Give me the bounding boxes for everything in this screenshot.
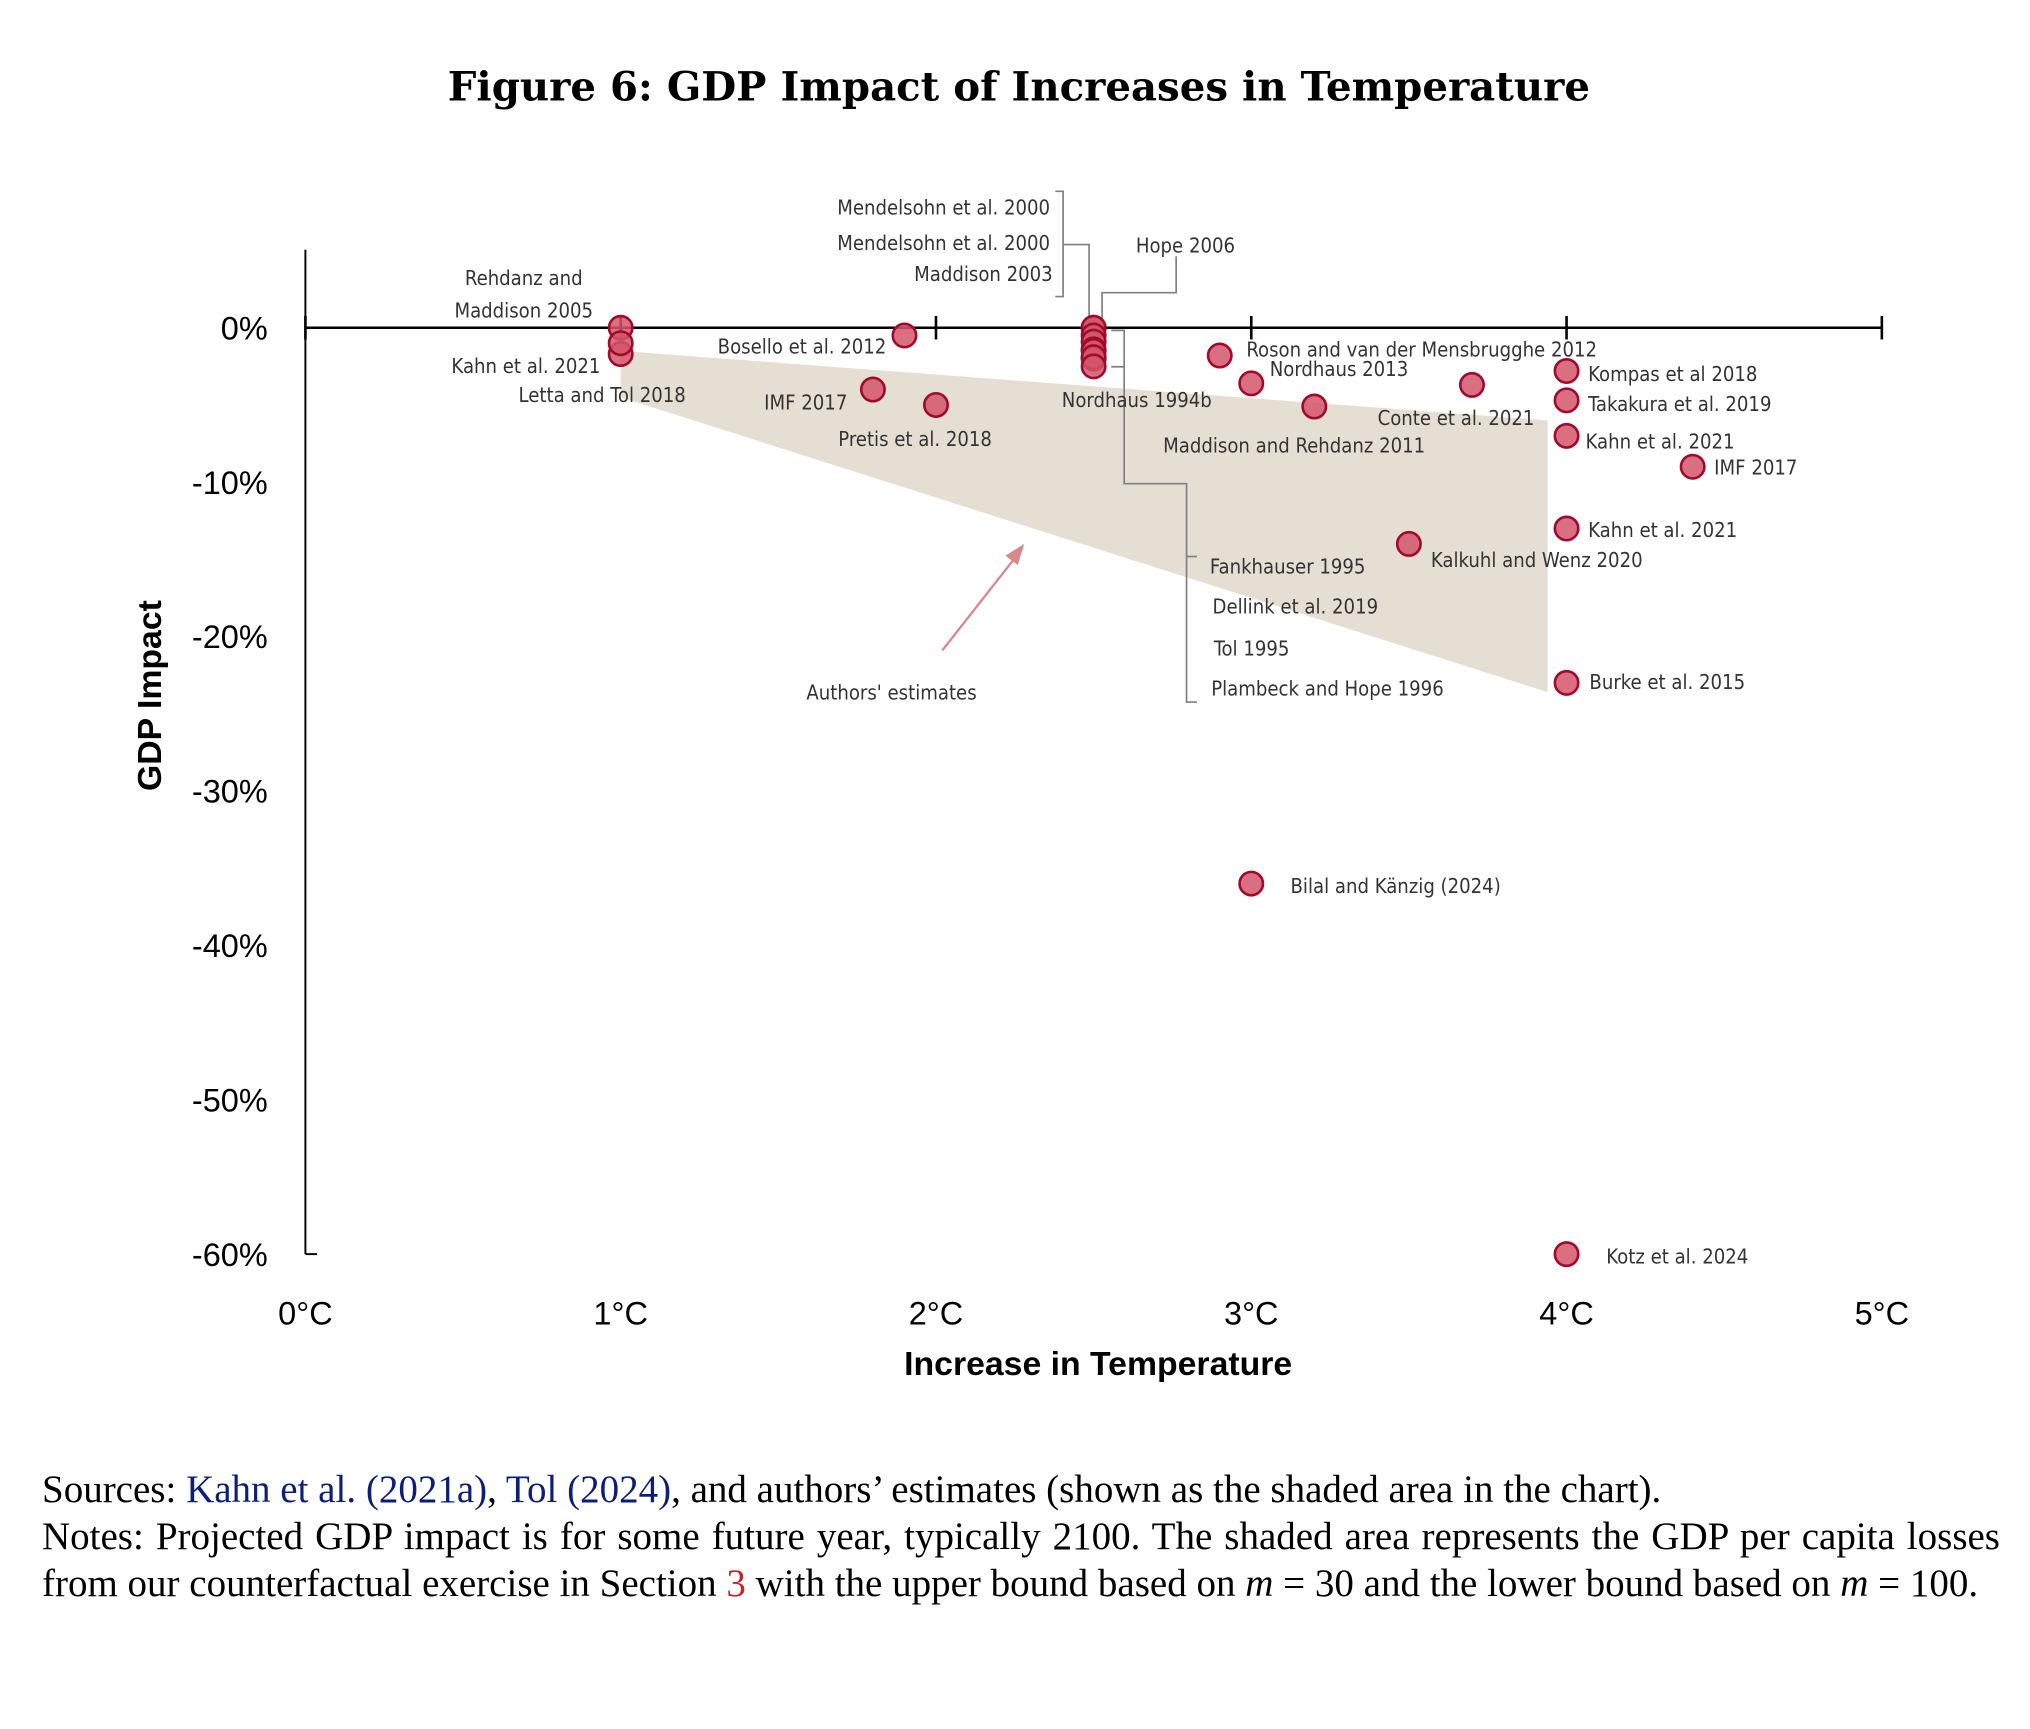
leader-line: [1123, 366, 1197, 703]
caption-notes: Notes: Projected GDP impact is for some …: [42, 1515, 2000, 1605]
data-point: [922, 391, 949, 418]
y-tick-label: -20%: [192, 619, 268, 655]
data-point: [1080, 353, 1107, 380]
point-label: Dellink et al. 2019: [1213, 595, 1379, 619]
point-label: Maddison and Rehdanz 2011: [1163, 434, 1425, 458]
y-tick-label: -40%: [192, 928, 268, 964]
point-label: IMF 2017: [1714, 456, 1797, 480]
y-tick-label: -30%: [192, 774, 268, 810]
data-point: [1458, 371, 1485, 398]
x-tick-label: 2°C: [909, 1296, 964, 1332]
data-points: [607, 314, 1706, 1268]
data-point: [1553, 1241, 1580, 1268]
data-point: [1553, 669, 1580, 696]
caption-notes-4: = 100.: [1868, 1562, 1979, 1605]
data-point: [1553, 422, 1580, 449]
point-label: Tol 1995: [1213, 636, 1290, 660]
point-label: Hope 2006: [1136, 233, 1235, 257]
data-point: [1679, 453, 1706, 480]
x-tick-label: 1°C: [593, 1296, 648, 1332]
point-label: Kahn et al. 2021: [1588, 518, 1737, 542]
point-label: Fankhauser 1995: [1210, 554, 1366, 578]
point-label: Kompas et al 2018: [1588, 362, 1757, 386]
y-axis-title: GDP Impact: [131, 600, 169, 791]
x-tick-label: 3°C: [1224, 1296, 1279, 1332]
data-point: [1553, 515, 1580, 542]
point-label: Plambeck and Hope 1996: [1211, 677, 1443, 701]
point-label-line: Maddison 2005: [454, 298, 593, 322]
x-tick-label: 5°C: [1855, 1296, 1910, 1332]
caption-sources-suffix: , and authors’ estimates (shown as the s…: [671, 1468, 1662, 1511]
point-label: Bilal and Känzig (2024): [1291, 874, 1501, 898]
math-m: m: [1840, 1562, 1869, 1605]
x-axis-title: Increase in Temperature: [904, 1345, 1292, 1383]
point-label: Nordhaus 1994b: [1062, 388, 1212, 412]
section-ref-link[interactable]: 3: [726, 1562, 746, 1605]
y-tick-label: -60%: [192, 1237, 268, 1273]
point-label: Burke et al. 2015: [1589, 670, 1745, 694]
leader-lines: [1055, 190, 1197, 703]
data-point: [607, 330, 634, 357]
caption-notes-3: = 30 and the lower bound based on: [1273, 1562, 1841, 1605]
data-point: [1206, 342, 1233, 369]
figure-caption: Sources: Kahn et al. (2021a), Tol (2024)…: [42, 1466, 2000, 1607]
point-label: Kalkuhl and Wenz 2020: [1431, 548, 1643, 572]
caption-sources-prefix: Sources:: [42, 1468, 187, 1511]
data-point: [1553, 387, 1580, 414]
y-tick-label: -10%: [192, 465, 268, 501]
data-point: [1553, 357, 1580, 384]
point-label: Kotz et al. 2024: [1606, 1244, 1748, 1268]
point-label: Rehdanz and Maddison 2005: [454, 266, 593, 322]
math-m: m: [1245, 1562, 1274, 1605]
point-label: Letta and Tol 2018: [519, 383, 686, 407]
point-label: IMF 2017: [764, 391, 847, 415]
data-point: [1395, 530, 1422, 557]
data-point: [1238, 370, 1265, 397]
point-label-line: Rehdanz and: [465, 266, 583, 290]
point-label: Roson and van der Mensbrugghe 2012: [1246, 337, 1597, 361]
leader-line: [1055, 190, 1064, 298]
point-label: Bosello et al. 2012: [718, 335, 887, 359]
point-label: Kahn et al. 2021: [1586, 430, 1735, 454]
x-tick-label: 0°C: [278, 1296, 333, 1332]
y-tick-label: 0%: [221, 310, 268, 346]
annotation-arrow: [941, 553, 1019, 652]
point-label: Maddison 2003: [914, 262, 1053, 286]
data-point: [891, 322, 918, 349]
point-label: Nordhaus 2013: [1270, 357, 1409, 381]
leader-line: [1063, 243, 1090, 326]
data-point: [1238, 870, 1265, 897]
caption-sep: ,: [487, 1468, 506, 1511]
leader-line: [1101, 256, 1177, 326]
annotation-authors-estimates: Authors' estimates: [806, 680, 976, 704]
point-labels: Rehdanz and Maddison 2005 Kahn et al. 2021…: [451, 196, 1797, 1269]
authors-estimate-shaded-area: [620, 350, 1548, 693]
arrow-head-icon: [1005, 543, 1025, 566]
citation-link-tol-2024[interactable]: Tol (2024): [505, 1468, 672, 1511]
caption-notes-2: with the upper bound based on: [745, 1562, 1246, 1605]
y-tick-label: -50%: [192, 1082, 268, 1118]
point-label: Takakura et al. 2019: [1587, 392, 1771, 416]
point-label: Mendelsohn et al. 2000: [837, 196, 1050, 220]
point-label: Pretis et al. 2018: [838, 427, 992, 451]
data-point: [859, 376, 886, 403]
x-tick-label: 4°C: [1539, 1296, 1594, 1332]
chart-title: Figure 6: GDP Impact of Increases in Tem…: [448, 63, 1590, 110]
axes: 0°C 1°C 2°C 3°C 4°C 5°C 0% -10% -20% -30% -40% -50%…: [192, 249, 1910, 1332]
citation-link-kahn-2021a[interactable]: Kahn et al. (2021a): [186, 1468, 488, 1511]
point-label: Kahn et al. 2021: [451, 354, 600, 378]
leader-line: [1111, 329, 1126, 368]
point-label: Conte et al. 2021: [1378, 406, 1535, 430]
point-label: Mendelsohn et al. 2000: [837, 231, 1050, 255]
data-point: [1301, 393, 1328, 420]
